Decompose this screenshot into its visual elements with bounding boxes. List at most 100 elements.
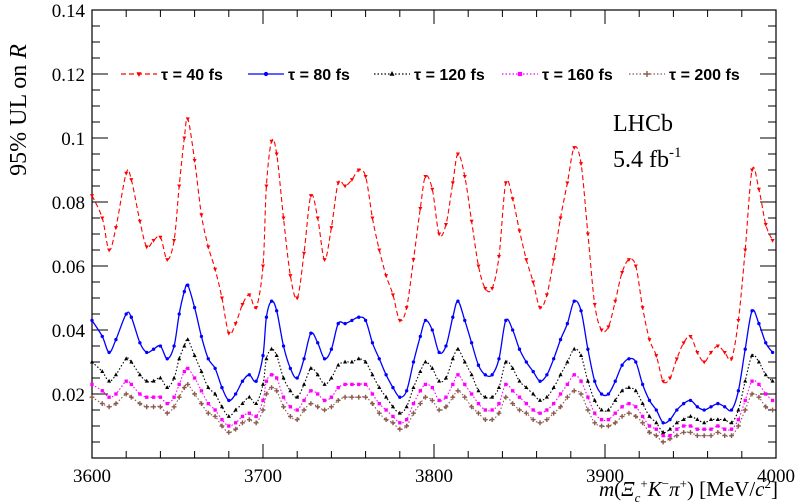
data-point [177, 356, 182, 361]
data-point [723, 405, 727, 409]
data-point [247, 411, 251, 415]
data-point [613, 398, 618, 402]
data-point [640, 401, 645, 406]
data-point [504, 318, 508, 323]
data-point [430, 328, 434, 332]
data-point [443, 222, 449, 227]
data-point [647, 430, 652, 435]
data-point [185, 382, 191, 387]
data-point [89, 194, 95, 198]
data-point [763, 404, 769, 410]
data-point [462, 394, 468, 400]
data-point [129, 315, 134, 319]
data-point [743, 347, 747, 351]
data-point [544, 417, 550, 422]
data-point [287, 414, 293, 419]
data-point [524, 385, 529, 390]
data-point [736, 318, 741, 323]
y-tick-label: 0.02 [52, 385, 85, 406]
data-point [411, 258, 416, 262]
data-point [627, 357, 631, 361]
data-point [182, 289, 187, 294]
data-point [729, 408, 734, 412]
data-point [281, 404, 286, 410]
data-point [599, 423, 604, 429]
data-point [114, 392, 118, 396]
data-point [599, 417, 604, 422]
data-point [444, 395, 448, 399]
data-point [606, 407, 611, 412]
data-point [100, 216, 105, 221]
data-point [370, 341, 375, 345]
data-point [490, 373, 494, 377]
data-point [295, 394, 300, 399]
y-tick-label: 0.12 [52, 65, 85, 86]
data-point [281, 344, 286, 348]
data-point [281, 395, 286, 399]
data-point [376, 410, 382, 416]
data-point [411, 401, 416, 406]
data-point [756, 187, 761, 192]
data-point [253, 420, 259, 426]
data-point [469, 404, 475, 410]
data-point [735, 423, 741, 429]
data-point [336, 321, 340, 326]
data-point [537, 398, 543, 402]
data-point [661, 433, 665, 438]
data-point [647, 398, 652, 403]
data-point [456, 373, 460, 377]
data-point [315, 372, 320, 377]
data-point [247, 293, 252, 298]
data-point [186, 283, 190, 287]
legend-swatch-marker [136, 72, 142, 77]
data-point [336, 385, 340, 390]
data-point [206, 245, 211, 250]
data-point [199, 334, 204, 339]
data-point [357, 382, 361, 387]
data-point [260, 264, 266, 269]
data-point [227, 398, 231, 403]
data-point [716, 401, 720, 406]
data-point [681, 430, 687, 435]
y-tick-label: 0.04 [52, 321, 86, 342]
data-point [158, 395, 163, 399]
data-point [301, 407, 307, 413]
data-point [558, 372, 563, 377]
data-point [226, 414, 231, 418]
data-point [165, 401, 169, 406]
data-point [565, 181, 570, 186]
data-point [144, 245, 149, 250]
data-point [138, 392, 142, 396]
data-point [585, 378, 590, 383]
data-point [302, 357, 306, 361]
data-point [383, 417, 389, 422]
data-point [288, 405, 293, 409]
data-point [199, 389, 204, 393]
data-point [688, 334, 693, 339]
data-point [158, 235, 163, 240]
data-point [531, 369, 535, 374]
data-point [443, 375, 449, 380]
data-point [172, 375, 177, 380]
data-point [417, 401, 423, 406]
data-point [496, 410, 502, 416]
data-point [450, 394, 456, 400]
data-point [430, 187, 435, 192]
legend-label: τ = 120 fs [414, 67, 485, 84]
data-point [316, 341, 320, 345]
data-point [309, 331, 313, 335]
data-point [99, 401, 105, 406]
legend-label: τ = 160 fs [542, 67, 613, 84]
data-point [294, 417, 300, 422]
data-point [667, 426, 673, 431]
data-point [593, 411, 597, 415]
data-point [593, 379, 597, 383]
data-point [233, 322, 238, 326]
data-point [729, 420, 734, 425]
data-point [558, 216, 563, 221]
data-point [675, 408, 679, 412]
data-point [585, 407, 591, 413]
data-point [437, 232, 442, 237]
data-point [586, 347, 590, 351]
data-point [620, 388, 625, 393]
